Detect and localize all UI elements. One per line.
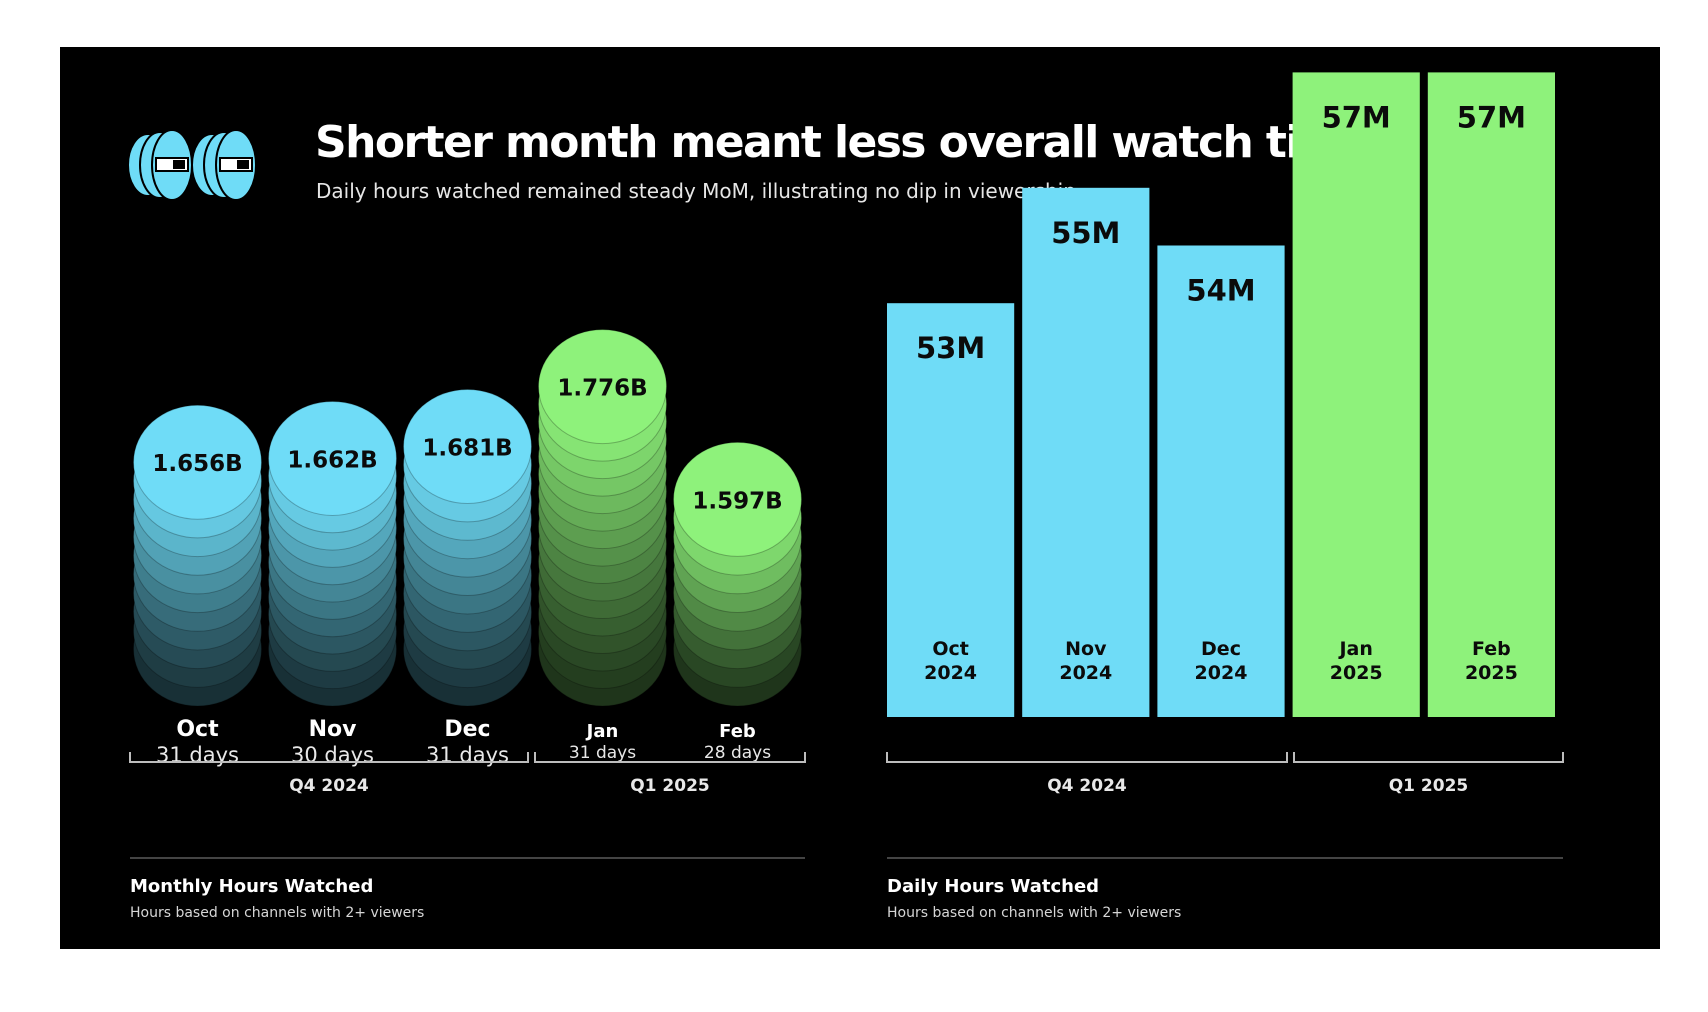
- bar-feb: [1427, 72, 1555, 717]
- bar-nov: [1022, 187, 1150, 718]
- days-label-dec: 31 days: [426, 743, 509, 767]
- bar-month-jan: Jan: [1337, 638, 1372, 660]
- bar-month-feb: Feb: [1472, 638, 1511, 660]
- value-label-oct: 1.656B: [152, 451, 242, 477]
- left-q1-group-label: Q1 2025: [630, 776, 710, 796]
- coin: [133, 404, 262, 520]
- value-label-nov: 1.662B: [287, 447, 377, 473]
- left-q4-group-bracket: [129, 752, 529, 763]
- right-q1-group-bracket: [1293, 752, 1564, 763]
- month-label-oct: Oct: [176, 717, 219, 742]
- month-label-feb: Feb: [719, 721, 756, 742]
- page-subtitle: Daily hours watched remained steady MoM,…: [316, 179, 1076, 203]
- value-label-feb: 1.597B: [692, 488, 782, 514]
- left-q1-group-bracket: [534, 752, 806, 763]
- coin-stack-dec: [403, 388, 532, 707]
- bar-year-jan: 2025: [1330, 662, 1383, 684]
- coin-stack-oct: [133, 404, 262, 707]
- bar-value-jan: 57M: [1322, 100, 1391, 134]
- bar-dec: [1157, 245, 1285, 717]
- right-q4-group-label: Q4 2024: [1047, 776, 1127, 796]
- bar-jan: [1292, 72, 1420, 717]
- bar-value-nov: 55M: [1051, 216, 1120, 250]
- right-footer-subtitle: Hours based on channels with 2+ viewers: [887, 905, 1181, 921]
- coin-stack-nov: [268, 400, 397, 707]
- bar-year-feb: 2025: [1465, 662, 1518, 684]
- left-q4-group-label: Q4 2024: [289, 776, 369, 796]
- days-label-feb: 28 days: [704, 743, 771, 763]
- page-title: Shorter month meant less overall watch t…: [315, 117, 1373, 168]
- bar-value-oct: 53M: [916, 331, 985, 365]
- bar-oct: [887, 303, 1015, 717]
- left-footer-title: Monthly Hours Watched: [130, 876, 373, 897]
- left-footer-subtitle: Hours based on channels with 2+ viewers: [130, 905, 424, 921]
- right-footer-title: Daily Hours Watched: [887, 876, 1099, 897]
- month-label-nov: Nov: [309, 717, 358, 742]
- value-label-dec: 1.681B: [422, 435, 512, 461]
- value-label-jan: 1.776B: [557, 376, 647, 402]
- bar-year-oct: 2024: [924, 662, 977, 684]
- bar-month-nov: Nov: [1065, 638, 1107, 660]
- twin-eyes-logo-icon: [127, 129, 257, 201]
- month-label-jan: Jan: [585, 721, 619, 742]
- bar-value-feb: 57M: [1457, 100, 1526, 134]
- coin-stack-feb: [673, 441, 802, 707]
- infographic-panel: Shorter month meant less overall watch t…: [60, 47, 1660, 949]
- coin: [673, 441, 802, 557]
- coin: [403, 388, 532, 504]
- bar-month-oct: Oct: [932, 638, 969, 660]
- days-label-jan: 31 days: [569, 743, 636, 763]
- month-label-dec: Dec: [444, 717, 490, 742]
- bar-value-dec: 54M: [1186, 274, 1255, 308]
- coin-stack-jan: [538, 329, 667, 707]
- days-label-nov: 30 days: [291, 743, 374, 767]
- coin: [268, 400, 397, 516]
- coin: [538, 329, 667, 445]
- bar-year-dec: 2024: [1195, 662, 1248, 684]
- bar-month-dec: Dec: [1201, 638, 1241, 660]
- days-label-oct: 31 days: [156, 743, 239, 767]
- right-q1-group-label: Q1 2025: [1389, 776, 1469, 796]
- right-q4-group-bracket: [886, 752, 1288, 763]
- bar-year-nov: 2024: [1059, 662, 1112, 684]
